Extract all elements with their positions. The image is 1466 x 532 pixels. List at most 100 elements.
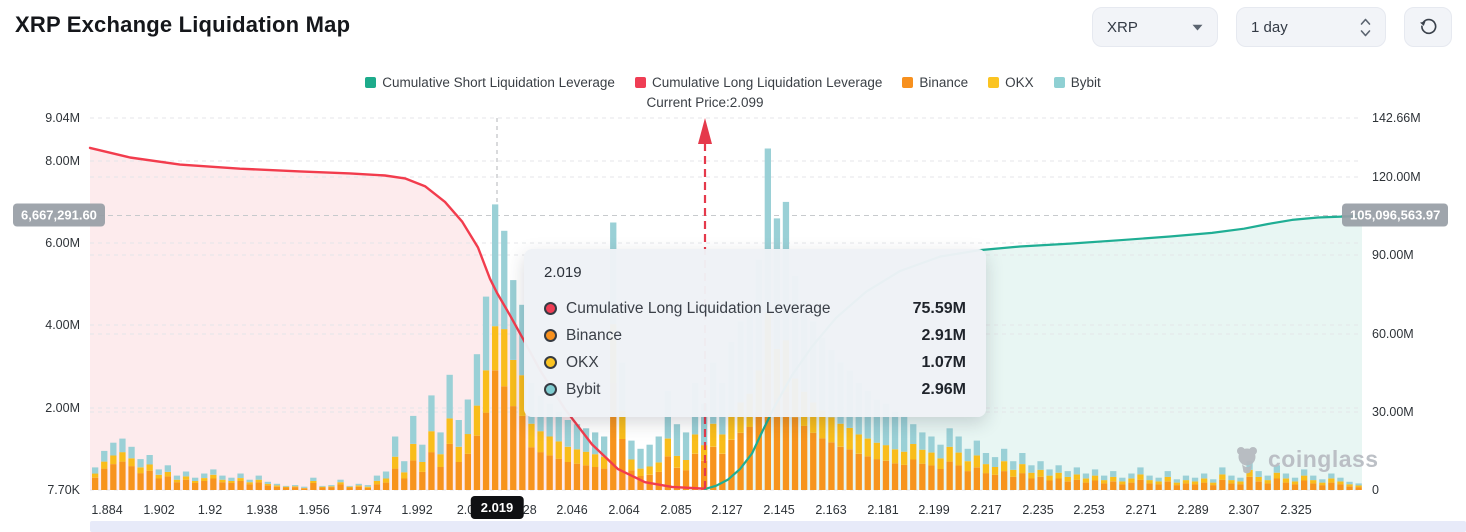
okx-bar[interactable]	[573, 449, 581, 464]
binance-bar[interactable]	[1201, 482, 1208, 490]
binance-bar[interactable]	[337, 484, 344, 490]
okx-bar[interactable]	[1064, 476, 1071, 482]
okx-bar[interactable]	[1146, 480, 1153, 484]
okx-bar[interactable]	[1182, 480, 1190, 484]
okx-bar[interactable]	[1228, 480, 1235, 484]
okx-bar[interactable]	[510, 360, 517, 407]
bybit-bar[interactable]	[101, 450, 108, 462]
bybit-bar[interactable]	[1282, 473, 1290, 479]
bybit-bar[interactable]	[1173, 479, 1180, 483]
bybit-bar[interactable]	[1219, 467, 1226, 475]
binance-bar[interactable]	[964, 471, 971, 490]
binance-bar[interactable]	[492, 370, 499, 490]
okx-bar[interactable]	[255, 479, 262, 483]
binance-bar[interactable]	[1319, 485, 1326, 490]
bybit-bar[interactable]	[1301, 469, 1308, 476]
okx-bar[interactable]	[901, 451, 908, 465]
binance-bar[interactable]	[828, 442, 835, 490]
okx-bar[interactable]	[164, 471, 171, 477]
binance-bar[interactable]	[510, 406, 517, 490]
okx-bar[interactable]	[1082, 478, 1090, 483]
okx-bar[interactable]	[482, 370, 490, 413]
binance-bar[interactable]	[1191, 484, 1199, 490]
bybit-bar[interactable]	[564, 420, 571, 447]
bybit-bar[interactable]	[764, 148, 771, 313]
binance-bar[interactable]	[346, 487, 353, 491]
binance-bar[interactable]	[592, 467, 599, 490]
binance-bar[interactable]	[719, 453, 726, 490]
okx-bar[interactable]	[446, 418, 453, 444]
binance-bar[interactable]	[1210, 485, 1217, 490]
okx-bar[interactable]	[1255, 476, 1262, 482]
binance-bar[interactable]	[1055, 478, 1062, 491]
okx-bar[interactable]	[273, 485, 281, 487]
okx-bar[interactable]	[1028, 472, 1035, 479]
okx-bar[interactable]	[337, 482, 344, 485]
binance-bar[interactable]	[810, 432, 817, 490]
okx-bar[interactable]	[982, 464, 990, 474]
bybit-bar[interactable]	[1082, 473, 1090, 479]
binance-bar[interactable]	[1091, 480, 1099, 491]
binance-bar[interactable]	[355, 486, 362, 490]
okx-bar[interactable]	[1346, 484, 1353, 487]
binance-bar[interactable]	[210, 478, 217, 491]
bybit-bar[interactable]	[555, 411, 562, 442]
okx-bar[interactable]	[837, 423, 844, 447]
binance-bar[interactable]	[292, 487, 299, 490]
binance-bar[interactable]	[382, 482, 390, 490]
binance-bar[interactable]	[373, 484, 381, 490]
bybit-bar[interactable]	[1264, 475, 1271, 481]
okx-bar[interactable]	[1237, 481, 1244, 485]
bybit-bar[interactable]	[1346, 481, 1353, 485]
binance-bar[interactable]	[428, 452, 435, 490]
binance-bar[interactable]	[637, 476, 644, 490]
okx-bar[interactable]	[1310, 480, 1317, 484]
bybit-bar[interactable]	[1228, 475, 1235, 481]
bybit-bar[interactable]	[1073, 467, 1080, 475]
okx-bar[interactable]	[737, 402, 744, 433]
bybit-bar[interactable]	[1037, 461, 1044, 470]
bybit-bar[interactable]	[492, 204, 499, 327]
bybit-bar[interactable]	[1319, 479, 1326, 483]
bybit-bar[interactable]	[301, 486, 308, 488]
bybit-bar[interactable]	[110, 442, 117, 456]
binance-bar[interactable]	[464, 453, 471, 490]
okx-bar[interactable]	[328, 486, 335, 488]
bybit-bar[interactable]	[1155, 477, 1162, 482]
okx-bar[interactable]	[564, 446, 571, 462]
okx-bar[interactable]	[401, 472, 408, 479]
binance-bar[interactable]	[401, 478, 408, 491]
binance-bar[interactable]	[937, 469, 944, 490]
binance-bar[interactable]	[1128, 482, 1135, 490]
binance-bar[interactable]	[1137, 479, 1144, 490]
okx-bar[interactable]	[1101, 480, 1108, 484]
okx-bar[interactable]	[473, 405, 481, 436]
binance-bar[interactable]	[764, 374, 771, 490]
bybit-bar[interactable]	[673, 424, 681, 456]
okx-bar[interactable]	[410, 443, 417, 461]
okx-bar[interactable]	[1246, 469, 1253, 477]
bybit-bar[interactable]	[292, 485, 299, 487]
binance-bar[interactable]	[173, 482, 181, 490]
legend-item[interactable]: Cumulative Short Liquidation Leverage	[365, 75, 615, 90]
binance-bar[interactable]	[619, 439, 626, 490]
binance-bar[interactable]	[1273, 478, 1280, 491]
bybit-bar[interactable]	[582, 428, 590, 452]
binance-bar[interactable]	[1064, 481, 1071, 490]
bybit-bar[interactable]	[982, 453, 990, 465]
binance-bar[interactable]	[819, 438, 826, 490]
okx-bar[interactable]	[628, 459, 635, 471]
bybit-bar[interactable]	[319, 485, 326, 487]
okx-bar[interactable]	[264, 483, 271, 486]
bybit-bar[interactable]	[1255, 471, 1262, 477]
okx-bar[interactable]	[1073, 474, 1080, 480]
binance-bar[interactable]	[146, 470, 153, 490]
okx-bar[interactable]	[382, 478, 390, 483]
binance-bar[interactable]	[710, 446, 717, 490]
bybit-bar[interactable]	[382, 471, 390, 479]
bybit-bar[interactable]	[419, 444, 426, 462]
bybit-bar[interactable]	[355, 483, 362, 486]
binance-bar[interactable]	[255, 482, 262, 490]
binance-bar[interactable]	[1228, 483, 1235, 490]
okx-bar[interactable]	[128, 458, 135, 467]
